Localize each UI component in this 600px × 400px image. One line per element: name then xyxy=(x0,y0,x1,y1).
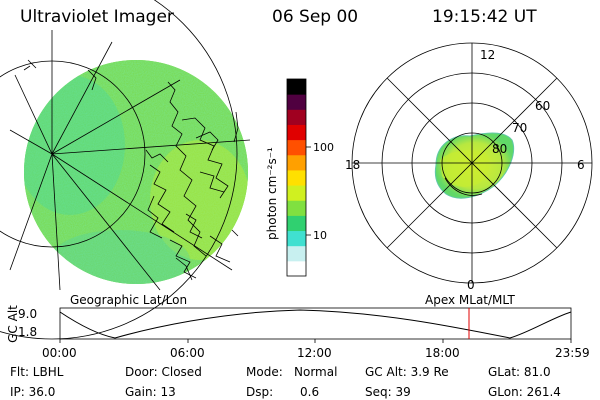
x-tick-0600: 06:00 xyxy=(170,346,205,360)
colorbar-cell xyxy=(287,230,306,247)
gain-info: Gain: 13 xyxy=(125,385,176,399)
mlt-label-6: 6 xyxy=(577,158,585,172)
colorbar-label: photon cm⁻²s⁻¹ xyxy=(265,147,279,240)
glon-info: GLon: 261.4 xyxy=(488,385,561,399)
dsp-label: Dsp: xyxy=(246,385,274,399)
orbit-altitude-plot xyxy=(59,307,572,343)
mlt-label-18: 18 xyxy=(345,158,360,172)
dsp-value: 0.6 xyxy=(300,385,320,399)
glat-info: GLat: 81.0 xyxy=(488,365,551,379)
colorbar-cell xyxy=(287,139,306,156)
lat-lon-grid xyxy=(0,0,251,340)
mlt-label-12: 12 xyxy=(480,48,495,62)
gc-alt-info: GC Alt: 3.9 Re xyxy=(365,365,449,379)
colorbar-tick-100: 100 xyxy=(313,141,334,154)
geographic-image xyxy=(0,0,251,340)
polar-mlt-plot: 12 18 6 0 60 70 80 xyxy=(345,42,593,292)
altitude-min-label: 1.8 xyxy=(18,325,38,339)
door-info: Door: Closed xyxy=(125,365,202,379)
x-tick-0000: 00:00 xyxy=(42,346,77,360)
filter-info: Flt: LBHL xyxy=(10,365,64,379)
coastline-overlay xyxy=(23,59,239,281)
x-tick-1200: 12:00 xyxy=(297,346,332,360)
mlt-label-0: 0 xyxy=(467,278,475,292)
apex-label: Apex MLat/MLT xyxy=(425,293,515,307)
lat-label-60: 60 xyxy=(535,99,550,113)
colorbar-cell xyxy=(287,260,306,277)
colorbar: 100 10 photon cm⁻²s⁻¹ xyxy=(265,78,334,277)
seq-info: Seq: 39 xyxy=(365,385,411,399)
colorbar-cell xyxy=(287,169,306,186)
geographic-label: Geographic Lat/Lon xyxy=(70,293,188,307)
colorbar-cell xyxy=(287,109,306,125)
altitude-curve xyxy=(59,309,572,339)
instrument-title: Ultraviolet Imager xyxy=(20,7,174,27)
mode-value: Normal xyxy=(294,365,338,379)
date-display: 06 Sep 00 xyxy=(272,7,359,27)
colorbar-cell xyxy=(287,79,306,95)
lat-label-80: 80 xyxy=(492,142,507,156)
lat-label-70: 70 xyxy=(512,121,527,135)
colorbar-cell xyxy=(287,185,306,201)
x-tick-1800: 18:00 xyxy=(425,346,460,360)
ip-info: IP: 36.0 xyxy=(10,385,56,399)
colorbar-tick-10: 10 xyxy=(313,229,327,242)
colorbar-cell xyxy=(287,215,306,232)
colorbar-cell xyxy=(287,94,306,110)
colorbar-cell xyxy=(287,154,306,171)
colorbar-cell xyxy=(287,245,306,262)
colorbar-cell xyxy=(287,200,306,216)
time-display: 19:15:42 UT xyxy=(432,7,537,27)
altitude-max-label: 9.0 xyxy=(18,307,38,321)
x-tick-2359: 23:59 xyxy=(555,346,590,360)
colorbar-cell xyxy=(287,124,306,141)
mode-label: Mode: xyxy=(246,365,283,379)
